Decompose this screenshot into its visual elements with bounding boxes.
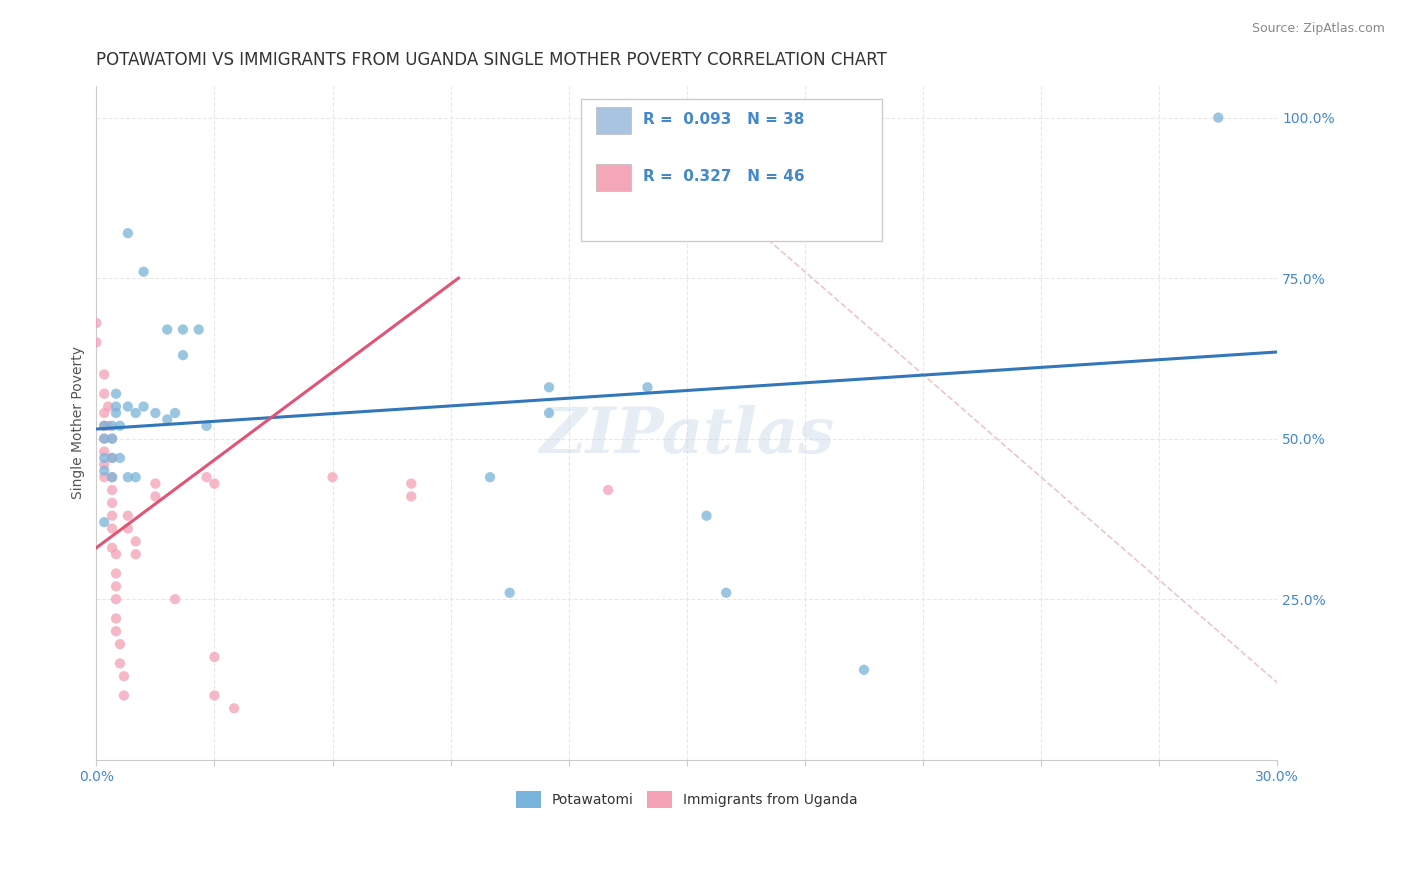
Point [101,470,124,484]
Point [105,611,128,625]
Text: R =  0.093   N = 38: R = 0.093 N = 38 [643,112,804,127]
Point [101,432,124,446]
Point [132,265,155,279]
Point [105,592,128,607]
Point [97,400,120,414]
Point [125,470,148,484]
Text: ZIPatlas: ZIPatlas [538,405,834,467]
Point [101,541,124,555]
Point [195,470,218,484]
Point [125,406,148,420]
FancyBboxPatch shape [581,99,882,241]
Point [86,335,108,350]
Point [1206,111,1229,125]
Point [105,547,128,561]
Point [101,496,124,510]
Point [93,432,115,446]
Point [108,418,131,433]
Point [322,470,344,484]
Point [105,386,128,401]
Point [97,418,120,433]
Point [93,386,115,401]
Point [156,412,179,426]
Point [108,637,131,651]
Point [537,406,560,420]
Point [132,400,155,414]
Point [101,483,124,497]
Point [117,522,139,536]
Point [204,649,226,664]
Point [93,515,115,529]
Point [165,592,187,607]
Point [101,450,124,465]
Point [105,400,128,414]
Point [172,348,194,362]
Point [86,316,108,330]
Point [93,470,115,484]
Point [117,226,139,240]
Point [117,470,139,484]
Point [101,522,124,536]
Text: POTAWATOMI VS IMMIGRANTS FROM UGANDA SINGLE MOTHER POVERTY CORRELATION CHART: POTAWATOMI VS IMMIGRANTS FROM UGANDA SIN… [97,51,887,69]
Point [108,657,131,671]
Point [117,400,139,414]
Point [852,663,875,677]
Point [401,476,423,491]
Point [105,624,128,639]
Point [101,508,124,523]
Point [93,444,115,458]
Point [537,380,560,394]
Point [93,418,115,433]
Point [93,450,115,465]
Point [204,476,226,491]
Legend: Potawatomi, Immigrants from Uganda: Potawatomi, Immigrants from Uganda [510,785,863,814]
Point [165,406,187,420]
Point [93,406,115,420]
Point [401,490,423,504]
Point [172,322,194,336]
Point [93,464,115,478]
Point [125,534,148,549]
Point [117,508,139,523]
Y-axis label: Single Mother Poverty: Single Mother Poverty [72,346,86,500]
Point [145,490,167,504]
Point [224,701,246,715]
Point [156,322,179,336]
Point [596,483,619,497]
Point [93,368,115,382]
FancyBboxPatch shape [596,164,631,192]
Point [101,432,124,446]
Point [105,579,128,593]
FancyBboxPatch shape [596,107,631,134]
Point [101,450,124,465]
Point [112,689,135,703]
Point [145,476,167,491]
Point [714,586,737,600]
Point [93,458,115,472]
Point [101,470,124,484]
Point [636,380,658,394]
Point [108,450,131,465]
Point [93,418,115,433]
Point [204,689,226,703]
Text: Source: ZipAtlas.com: Source: ZipAtlas.com [1251,22,1385,36]
Point [105,406,128,420]
Point [479,470,502,484]
Point [101,418,124,433]
Point [195,418,218,433]
Point [125,547,148,561]
Point [145,406,167,420]
Text: R =  0.327   N = 46: R = 0.327 N = 46 [643,169,804,184]
Point [112,669,135,683]
Point [695,508,717,523]
Point [187,322,209,336]
Point [93,432,115,446]
Point [498,586,520,600]
Point [105,566,128,581]
